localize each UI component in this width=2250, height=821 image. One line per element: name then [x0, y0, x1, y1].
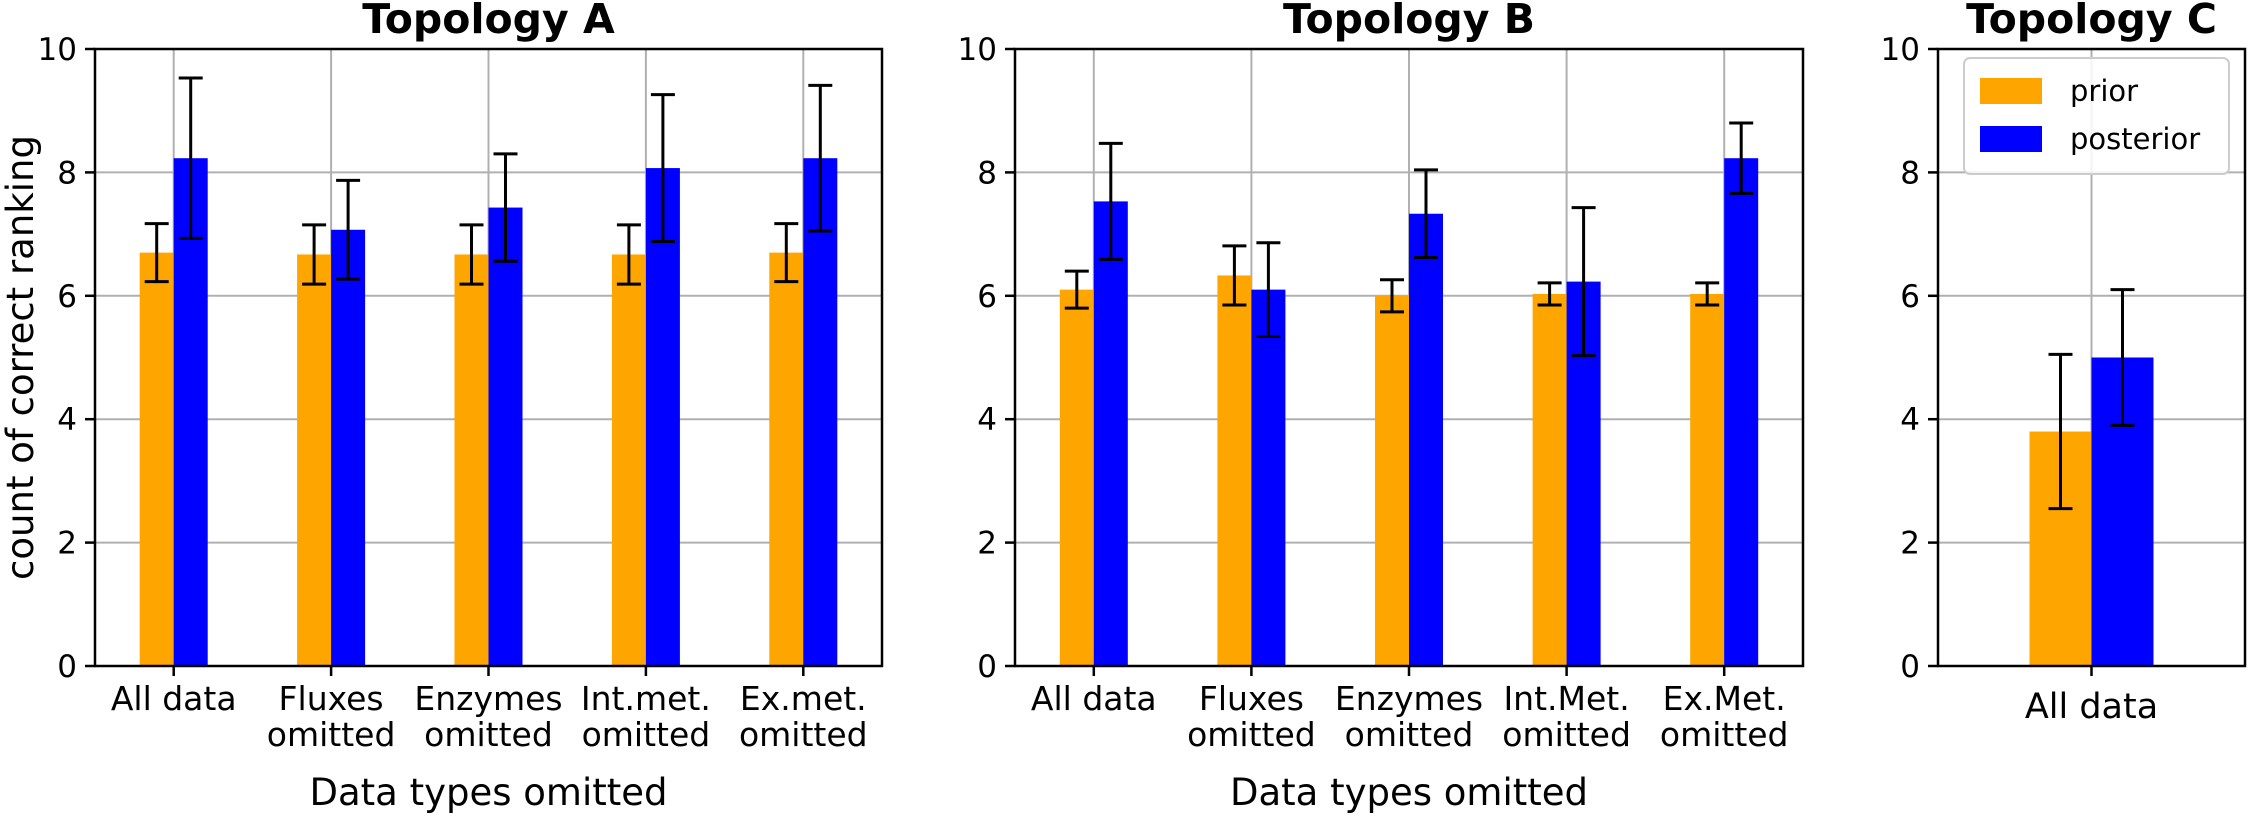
x-tick-label: All data — [111, 679, 237, 718]
x-axis-label: Data types omitted — [1230, 771, 1588, 814]
x-tick-label: omitted — [1660, 715, 1789, 754]
x-tick-label: omitted — [1187, 715, 1316, 754]
chart-title: Topology A — [362, 0, 615, 43]
x-tick-label: omitted — [739, 715, 868, 754]
bar-posterior — [803, 158, 838, 667]
bar-prior — [1217, 275, 1252, 666]
y-tick-label: 2 — [977, 526, 997, 562]
y-tick-label: 8 — [1900, 155, 1920, 191]
x-tick-label: Int.met. — [581, 679, 711, 718]
y-tick-label: 2 — [57, 526, 77, 562]
legend-swatch-posterior — [1980, 126, 2042, 152]
chart-title: Topology B — [1283, 0, 1535, 43]
y-tick-label: 8 — [977, 155, 997, 191]
x-tick-label: Ex.Met. — [1663, 679, 1786, 718]
bar-prior — [1375, 295, 1409, 666]
legend-label-posterior: posterior — [2070, 122, 2200, 156]
y-tick-label: 6 — [977, 279, 997, 315]
x-axis-label: Data types omitted — [309, 771, 667, 814]
x-tick-label: All data — [1031, 679, 1157, 718]
y-tick-label: 4 — [1900, 402, 1920, 438]
x-tick-label: omitted — [582, 715, 711, 754]
y-tick-label: 2 — [1900, 526, 1920, 562]
y-tick-label: 0 — [1900, 649, 1920, 685]
bar-posterior — [331, 229, 366, 666]
x-tick-label: omitted — [424, 715, 553, 754]
y-tick-label: 4 — [57, 402, 77, 438]
y-tick-label: 6 — [1900, 279, 1920, 315]
y-tick-label: 4 — [977, 402, 997, 438]
bar-posterior — [1724, 158, 1759, 667]
bar-posterior — [645, 168, 680, 666]
x-tick-label: omitted — [1345, 715, 1474, 754]
y-tick-label: 6 — [57, 279, 77, 315]
legend: prior posterior — [1963, 57, 2230, 175]
x-tick-label: Fluxes — [1199, 679, 1304, 718]
bar-posterior — [173, 158, 208, 667]
bar-posterior — [1251, 289, 1286, 666]
x-tick-label: Ex.met. — [740, 679, 867, 718]
bar-prior — [297, 254, 332, 666]
chart-panel-3: 0 2 4 6 8 10 All data Topology C prior posterior — [1881, 0, 2247, 727]
x-tick-label: All data — [2025, 687, 2158, 727]
bar-prior — [454, 254, 489, 666]
y-tick-label: 8 — [57, 155, 77, 191]
chart-title: Topology C — [1966, 0, 2217, 43]
y-tick-label: 10 — [1881, 32, 1920, 68]
bar-posterior — [488, 207, 523, 666]
x-tick-label: omitted — [1502, 715, 1631, 754]
y-tick-label: 0 — [977, 649, 997, 685]
y-tick-label: 10 — [38, 32, 77, 68]
legend-swatch-prior — [1980, 78, 2042, 104]
bar-prior — [611, 254, 646, 666]
x-tick-label: Fluxes — [279, 679, 384, 718]
bar-prior — [769, 252, 804, 667]
x-tick-label: Enzymes — [1335, 679, 1483, 718]
bar-prior — [1690, 293, 1725, 666]
bar-prior — [139, 252, 174, 667]
bar-posterior — [1409, 213, 1443, 666]
x-tick-label: Int.Met. — [1503, 679, 1629, 718]
bar-prior — [1532, 293, 1567, 666]
x-tick-label: omitted — [267, 715, 396, 754]
y-axis-label: count of correct ranking — [0, 135, 42, 580]
y-tick-label: 10 — [958, 32, 997, 68]
bar-posterior — [1093, 201, 1128, 667]
y-tick-label: 0 — [57, 649, 77, 685]
legend-label-prior: prior — [2070, 74, 2138, 108]
bar-prior — [1059, 289, 1094, 666]
x-tick-label: Enzymes — [414, 679, 562, 718]
